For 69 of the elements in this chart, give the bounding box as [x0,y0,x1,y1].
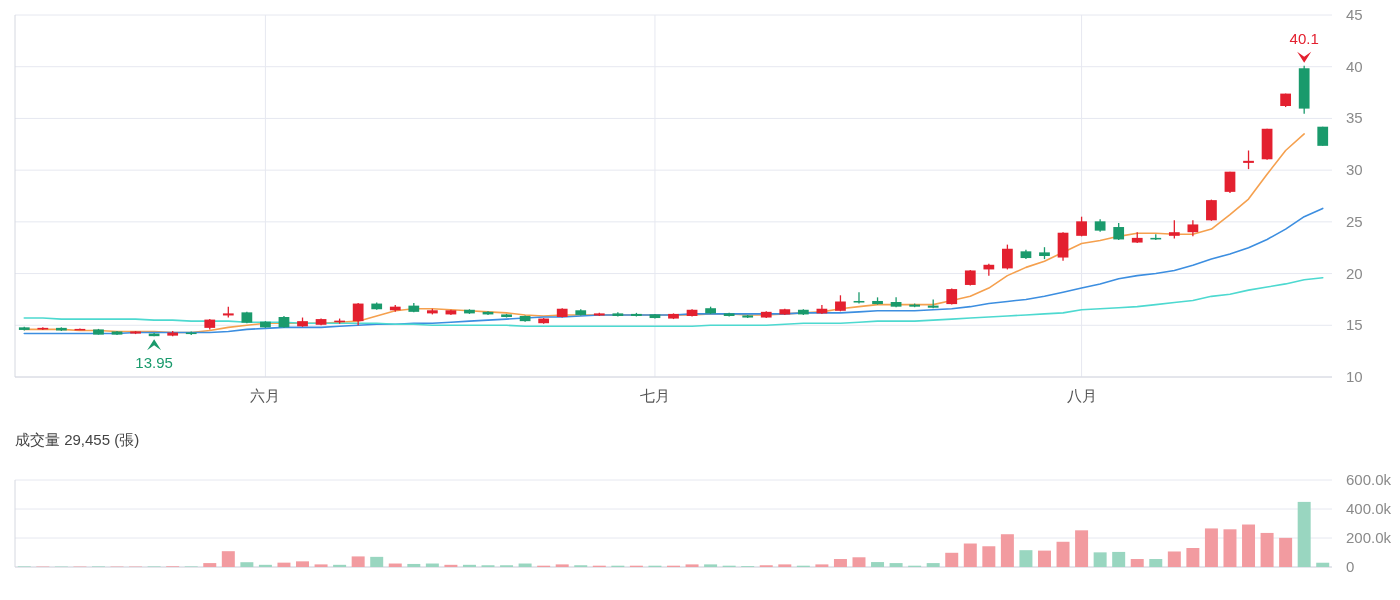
y-tick-label: 400.0k [1346,500,1392,517]
bar [1093,552,1107,567]
bar [963,543,977,567]
x-tick-label: 六月 [250,387,281,404]
bar [351,556,365,567]
bar [778,564,792,567]
bar [1149,559,1163,567]
bar [1000,534,1014,567]
y-tick-label: 25 [1346,212,1363,230]
bar [258,564,272,567]
bar [314,564,328,567]
candlestick [1243,149,1254,170]
x-tick-label: 七月 [639,387,670,404]
candlestick [853,291,865,305]
candlestick [352,302,364,326]
y-tick-label: 10 [1346,368,1363,385]
bar [1242,524,1256,567]
bar [833,559,847,567]
bar [462,564,476,567]
line-series [23,207,1324,335]
bar [685,564,699,567]
bar [889,563,903,567]
candlestick [1168,219,1180,240]
bar [1075,530,1089,567]
x-tick-label: 八月 [1066,387,1097,404]
bar [555,564,569,567]
bar [1316,562,1330,567]
bar [1186,548,1200,567]
bar [240,562,254,567]
bar [221,551,235,567]
bar [370,556,384,567]
candlestick [1002,243,1013,271]
bar [926,563,940,567]
y-tick-label: 30 [1346,161,1363,179]
chart-title: 成交量 29,455 (張) [15,431,140,448]
bar [704,564,718,567]
y-tick-label: 200.0k [1346,529,1392,546]
bar [444,564,458,567]
bar [407,563,421,567]
y-tick-label: 45 [1346,6,1363,23]
bar [1056,541,1070,567]
annotation: 13.95 [135,354,173,372]
bar [1167,551,1181,567]
y-tick-label: 20 [1346,264,1363,282]
bar [277,562,291,567]
y-tick-label: 35 [1346,109,1363,127]
bar [1019,550,1033,567]
bar [1297,501,1311,567]
bar [815,564,829,567]
bar [852,557,866,567]
bar [871,562,885,567]
y-tick-label: 600.0k [1346,471,1392,488]
bar [1037,550,1051,567]
y-tick-label: 0 [1346,558,1355,575]
bar [1279,537,1293,567]
bar [982,546,996,567]
bar [333,564,347,567]
bar [203,563,217,567]
bar [1223,529,1237,567]
line-series [23,276,1324,328]
bar [1112,551,1126,567]
bar [1260,532,1274,567]
y-tick-label: 40 [1346,57,1363,75]
bar [1130,559,1144,567]
bar [296,561,310,567]
bar [945,552,959,567]
bar [1204,528,1218,567]
y-tick-label: 15 [1346,316,1363,334]
annotation: 40.1 [1289,29,1319,47]
